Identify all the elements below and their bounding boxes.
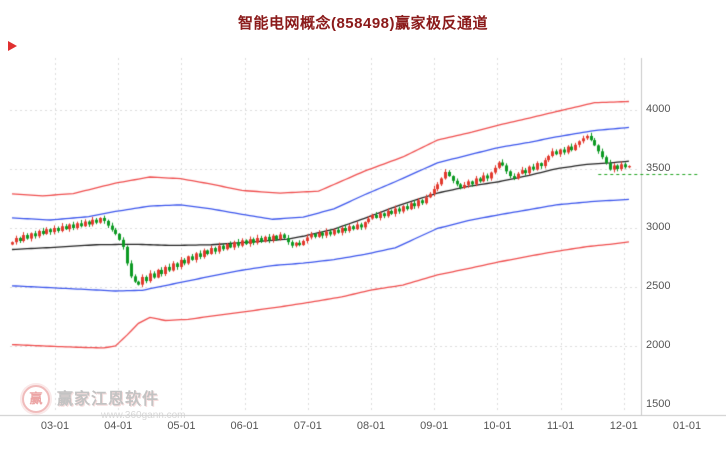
flag-marker-icon xyxy=(8,41,17,51)
chart-title: 智能电网概念(858498)赢家极反通道 xyxy=(237,15,489,32)
brand-logo-icon: 赢 xyxy=(22,385,50,413)
watermark: 赢 赢家江恩软件 www.360gann.com xyxy=(22,385,186,421)
brand-logo-char: 赢 xyxy=(29,391,43,406)
watermark-text: 赢家江恩软件 www.360gann.com xyxy=(57,385,186,421)
watermark-brand: 赢家江恩软件 xyxy=(57,391,160,408)
watermark-url: www.360gann.com xyxy=(101,410,186,421)
